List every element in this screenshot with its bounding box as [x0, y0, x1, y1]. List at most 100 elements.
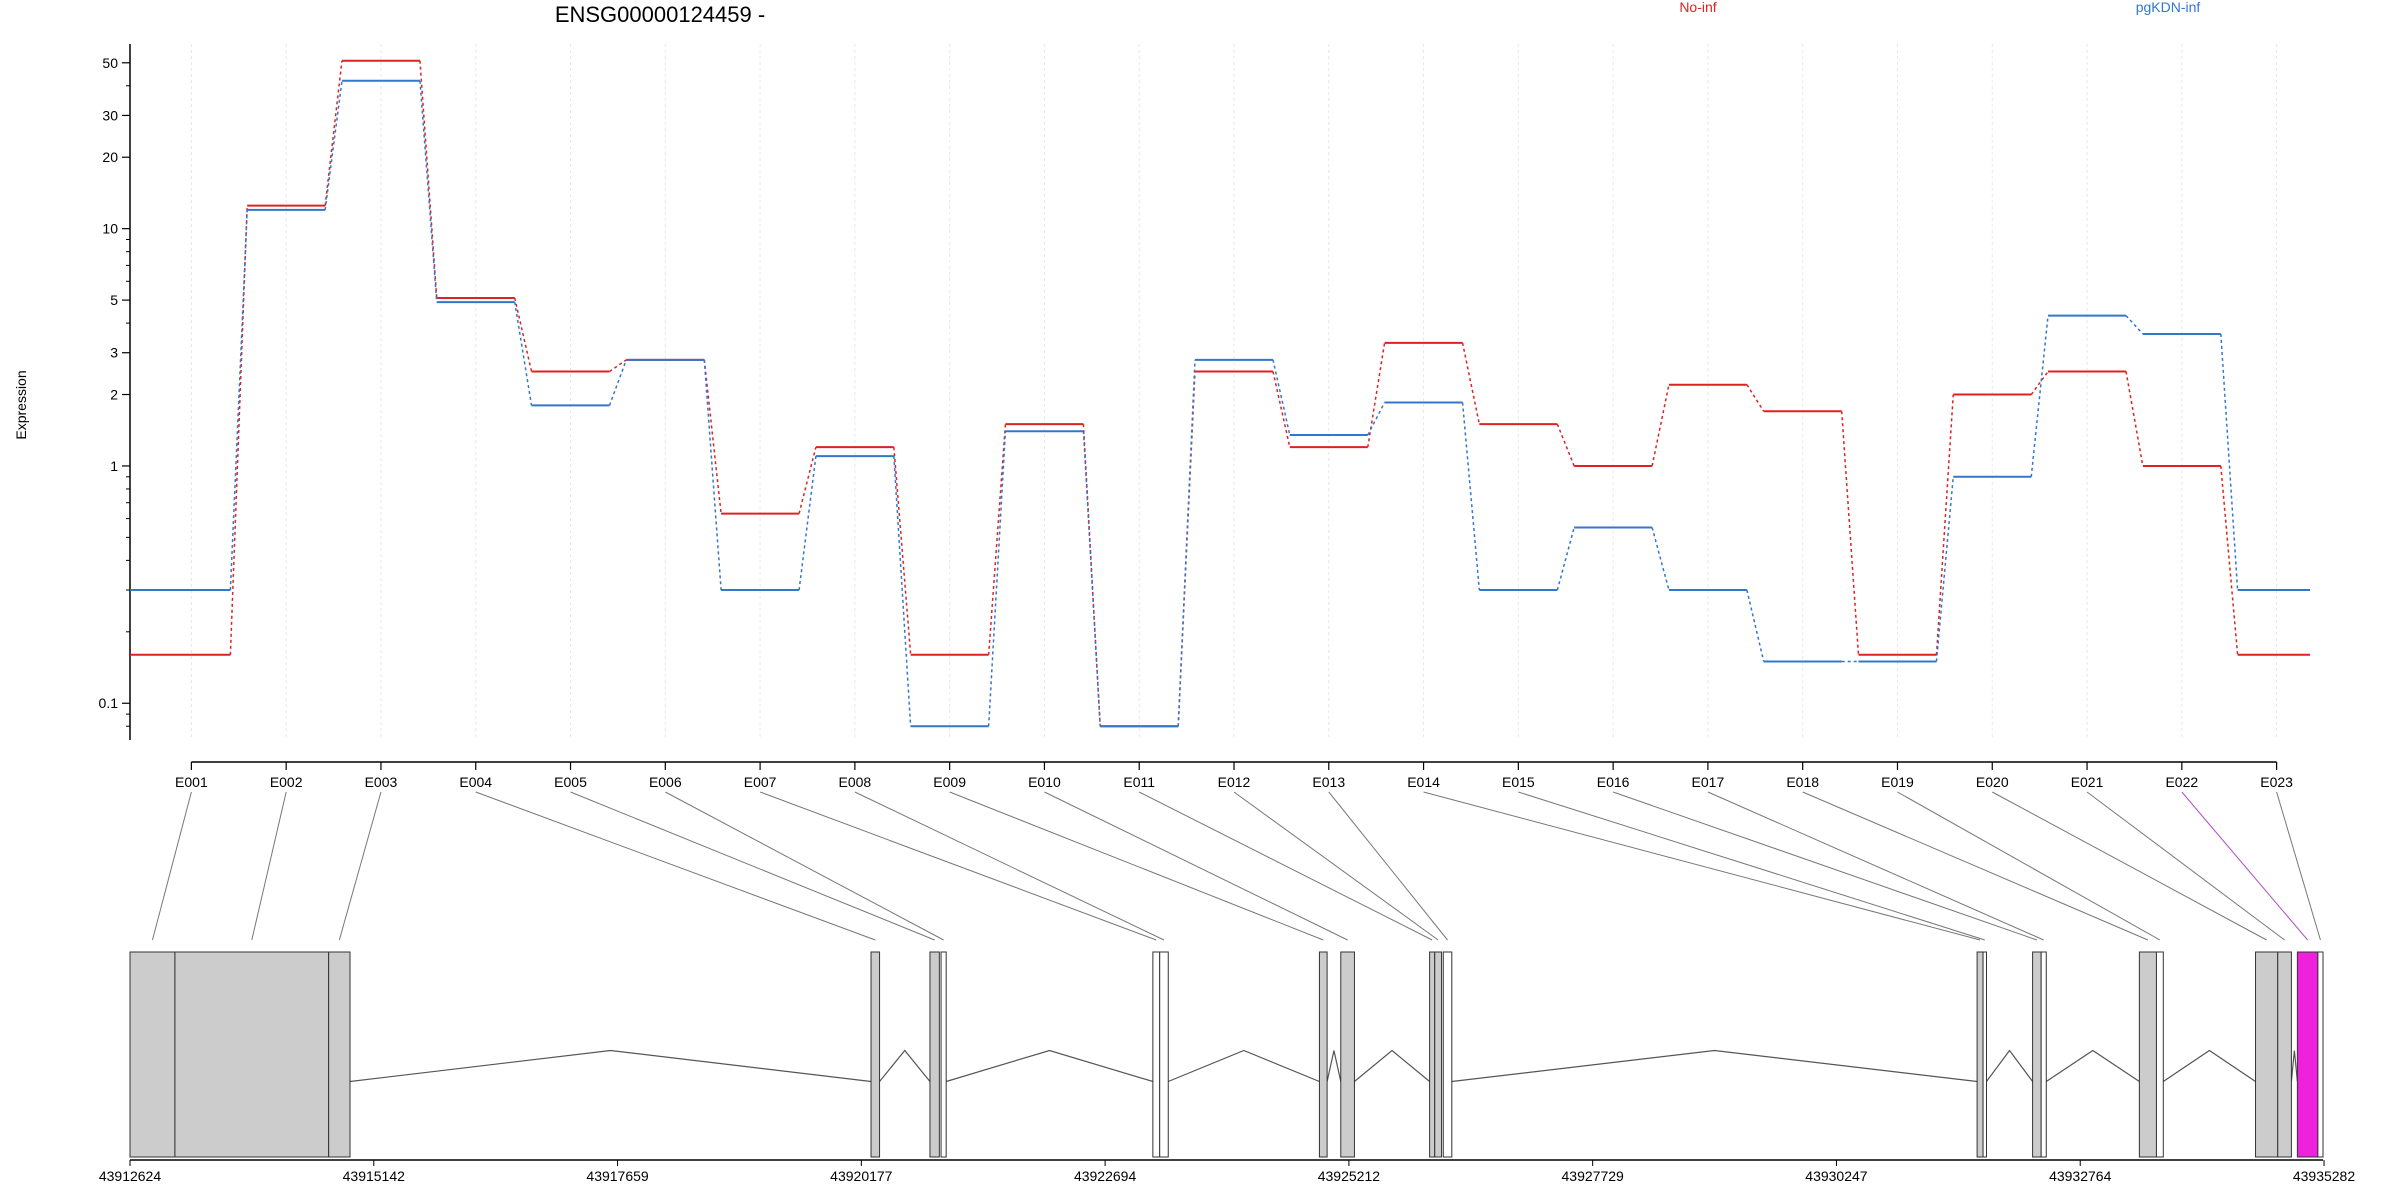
x-tick-label: E013	[1312, 774, 1345, 790]
intron-line	[1326, 1050, 1342, 1082]
exon-connector	[1423, 791, 1981, 941]
x-tick-label: E014	[1407, 774, 1440, 790]
x-tick-label: E020	[1976, 774, 2009, 790]
intron-line	[2045, 1049, 2140, 1082]
exon-box	[2317, 951, 2324, 1158]
transition-line	[2125, 371, 2144, 467]
exon-connector	[1897, 791, 2161, 941]
exon-connector	[1044, 791, 1348, 941]
x-tick-label: E022	[2165, 774, 2198, 790]
exon-connector	[1707, 791, 2044, 941]
genomic-coordinate-axis: 43912624 43915142 43917659 43920177 43922694…	[99, 1159, 2356, 1184]
y-tick-label: 30	[102, 107, 118, 123]
transition-line	[1651, 527, 1670, 591]
exon-connector	[1992, 791, 2267, 941]
exon-box	[1434, 951, 1443, 1158]
y-tick-label: 20	[102, 149, 118, 165]
transition-line	[2220, 333, 2239, 591]
intron-line	[1986, 1049, 2034, 1082]
transition-line	[1272, 371, 1291, 448]
exon-connector	[2086, 791, 2285, 941]
chart-title: ENSG00000124459 -	[555, 2, 765, 27]
intron-line	[349, 1049, 872, 1083]
exon-box	[1159, 951, 1169, 1158]
transition-line	[514, 297, 533, 372]
coord-tick-label: 43932764	[2049, 1168, 2112, 1184]
legend-pgkdn-inf: pgKDN-inf	[2136, 0, 2201, 15]
transition-line	[1651, 384, 1670, 467]
transition-line	[987, 431, 1007, 727]
x-tick-label: E017	[1692, 774, 1725, 790]
exon-box	[1152, 951, 1161, 1158]
exon-box	[2255, 951, 2279, 1158]
exon-connector	[854, 791, 1165, 941]
intron-line	[879, 1049, 931, 1082]
exon-box	[2040, 951, 2047, 1158]
transition-line	[2125, 315, 2144, 335]
series-no-inf	[130, 59, 2310, 728]
exon-connector	[475, 791, 876, 941]
exon-box	[1442, 951, 1453, 1158]
legend-no-inf: No-inf	[1679, 0, 1716, 15]
x-tick-label: E015	[1502, 774, 1535, 790]
transition-line	[1272, 359, 1291, 436]
transition-line	[703, 359, 722, 591]
transition-line	[608, 359, 628, 406]
gene-model	[129, 951, 2324, 1158]
x-tick-label: E016	[1597, 774, 1630, 790]
exon-box	[129, 951, 176, 1158]
transition-line	[2220, 465, 2239, 655]
intron-line	[2162, 1049, 2256, 1082]
exon-box	[1982, 951, 1987, 1158]
vertical-gridlines	[190, 44, 2278, 740]
exon-connectors	[151, 791, 2321, 941]
exon-connector	[2276, 791, 2321, 941]
exon-connector	[1233, 791, 1439, 941]
transition-line	[2030, 315, 2049, 477]
x-tick-label: E003	[365, 774, 398, 790]
x-tick-label: E023	[2260, 774, 2293, 790]
x-tick-label: E002	[270, 774, 303, 790]
x-tick-label: E007	[744, 774, 777, 790]
transition-line	[1461, 402, 1481, 591]
exon-box	[174, 951, 330, 1158]
y-tick-label: 50	[102, 55, 118, 71]
exon-box	[1976, 951, 1984, 1158]
transition-line	[893, 456, 912, 727]
transition-line	[419, 80, 438, 303]
exon-connector	[1138, 791, 1433, 941]
transition-line	[987, 424, 1007, 655]
coord-tick-label: 43922694	[1074, 1168, 1137, 1184]
exon-connector	[1802, 791, 2149, 941]
transition-line	[1935, 394, 1955, 655]
exon-connector	[1612, 791, 2038, 941]
y-tick-label: 1	[110, 458, 118, 474]
coord-tick-label: 43935282	[2293, 1168, 2356, 1184]
y-tick-label: 5	[110, 292, 118, 308]
exon-box	[2032, 951, 2042, 1158]
x-axis: E001 E002 E003 E004 E005 E006 E007 E008 E009 E010…	[175, 761, 2293, 790]
transition-line	[1367, 342, 1386, 448]
exon-box	[1340, 951, 1355, 1158]
series-pgkdn-inf	[130, 79, 2310, 728]
coord-tick-label: 43912624	[99, 1168, 162, 1184]
y-axis-label: Expression	[13, 370, 29, 439]
intron-line	[1354, 1049, 1430, 1082]
y-tick-label: 2	[110, 387, 118, 403]
exon-box	[1429, 951, 1436, 1158]
coord-tick-label: 43925212	[1318, 1168, 1381, 1184]
y-tick-label: 3	[110, 345, 118, 361]
x-tick-label: E018	[1786, 774, 1819, 790]
coord-tick-label: 43920177	[830, 1168, 893, 1184]
exon-box	[2138, 951, 2157, 1158]
exon-connector	[570, 791, 935, 941]
exon-box	[1318, 951, 1328, 1158]
intron-line	[1168, 1049, 1320, 1083]
transition-line	[1840, 411, 1860, 655]
transition-line	[798, 456, 817, 591]
transition-line	[2030, 371, 2049, 395]
exon-box	[940, 951, 947, 1158]
transition-line	[324, 60, 343, 206]
